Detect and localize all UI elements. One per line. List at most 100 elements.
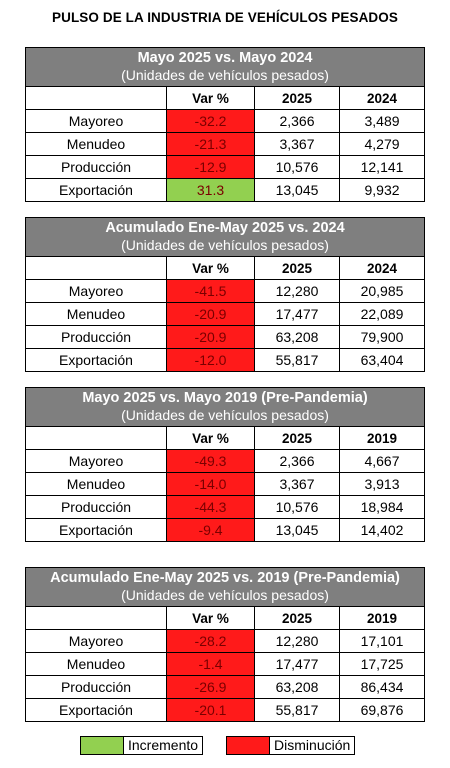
table-header: Mayo 2025 vs. Mayo 2024 (Unidades de veh… [24,47,426,87]
value-cell: 2,366 [254,449,340,473]
table-header: Acumulado Ene-May 2025 vs. 2019 (Pre-Pan… [24,567,426,607]
value-cell: 55,817 [254,348,340,372]
value-cell: 9,932 [338,178,426,202]
value-cell: 3,367 [254,132,340,156]
var-cell: -49.3 [166,449,255,473]
column-header-year-b: 2024 [339,256,425,280]
legend-increase-label: Incremento [124,736,204,755]
value-cell: 17,101 [338,629,426,653]
value-cell: 3,913 [339,472,425,496]
row-label: Menudeo [25,652,167,676]
table-title: Acumulado Ene-May 2025 vs. 2019 (Pre-Pan… [50,570,400,586]
row-label: Exportación [25,348,167,372]
var-cell: 31.3 [166,178,255,202]
value-cell: 17,725 [338,652,426,676]
value-cell: 20,985 [339,279,425,303]
var-cell: -12.0 [166,348,255,372]
row-label: Exportación [25,698,167,722]
row-label: Menudeo [25,472,167,496]
table-row: Menudeo -14.0 3,367 3,913 [25,472,425,496]
row-label: Producción [25,155,167,179]
value-cell: 2,366 [254,109,340,133]
value-cell: 3,489 [338,109,426,133]
row-label: Producción [25,325,167,349]
row-label: Mayoreo [25,109,167,133]
value-cell: 13,045 [254,178,340,202]
table-row: Producción -26.9 63,208 86,434 [25,675,426,699]
column-header-var: Var % [166,426,255,450]
var-cell: -1.4 [166,652,255,676]
table-cumulative-2025-vs-2019: Acumulado Ene-May 2025 vs. 2019 (Pre-Pan… [24,567,426,722]
table-row: Menudeo -20.9 17,477 22,089 [25,302,425,326]
table-row: Producción -12.9 10,576 12,141 [25,155,426,179]
table-row: Mayoreo -28.2 12,280 17,101 [25,629,426,653]
value-cell: 63,208 [254,325,340,349]
table-subtitle: (Unidades de vehículos pesados) [121,67,329,83]
value-cell: 13,045 [254,518,340,542]
value-cell: 63,404 [339,348,425,372]
var-cell: -12.9 [166,155,255,179]
column-header-year-a: 2025 [254,426,340,450]
var-cell: -26.9 [166,675,255,699]
var-cell: -44.3 [166,495,255,519]
table-subtitle: (Unidades de vehículos pesados) [121,237,329,253]
legend: Incremento Disminución [80,736,356,755]
row-label: Producción [25,495,167,519]
table-row: Mayoreo -41.5 12,280 20,985 [25,279,425,303]
legend-increase-swatch [80,736,124,755]
column-header-var: Var % [166,256,255,280]
var-cell: -14.0 [166,472,255,496]
table-row: Exportación -20.1 55,817 69,876 [25,698,426,722]
table-may-2025-vs-2019: Mayo 2025 vs. Mayo 2019 (Pre-Pandemia) (… [25,387,425,542]
column-header-year-b: 2019 [339,426,425,450]
value-cell: 63,208 [254,675,340,699]
var-cell: -41.5 [166,279,255,303]
var-cell: -32.2 [166,109,255,133]
table-title: Acumulado Ene-May 2025 vs. 2024 [105,220,345,236]
value-cell: 55,817 [254,698,340,722]
page-title: PULSO DE LA INDUSTRIA DE VEHÍCULOS PESAD… [52,10,398,25]
table-row: Producción -44.3 10,576 18,984 [25,495,425,519]
row-label: Mayoreo [25,449,167,473]
legend-decrease-swatch [226,736,271,755]
var-cell: -20.1 [166,698,255,722]
value-cell: 12,280 [254,279,340,303]
table-subtitle: (Unidades de vehículos pesados) [121,587,329,603]
row-label: Menudeo [25,132,167,156]
empty-header-cell [25,606,167,630]
value-cell: 22,089 [339,302,425,326]
value-cell: 4,279 [338,132,426,156]
table-may-2025-vs-2024: Mayo 2025 vs. Mayo 2024 (Unidades de veh… [24,47,426,202]
var-cell: -28.2 [166,629,255,653]
table-header: Acumulado Ene-May 2025 vs. 2024 (Unidade… [25,217,425,257]
row-label: Menudeo [25,302,167,326]
value-cell: 17,477 [254,652,340,676]
value-cell: 10,576 [254,495,340,519]
value-cell: 79,900 [339,325,425,349]
table-row: Producción -20.9 63,208 79,900 [25,325,425,349]
table-header: Mayo 2025 vs. Mayo 2019 (Pre-Pandemia) (… [25,387,425,427]
var-cell: -20.9 [166,325,255,349]
value-cell: 12,141 [338,155,426,179]
row-label: Exportación [25,178,167,202]
empty-header-cell [25,86,167,110]
value-cell: 12,280 [254,629,340,653]
table-row: Mayoreo -49.3 2,366 4,667 [25,449,425,473]
table-title: Mayo 2025 vs. Mayo 2024 [137,50,313,66]
table-cumulative-2025-vs-2024: Acumulado Ene-May 2025 vs. 2024 (Unidade… [25,217,425,372]
value-cell: 86,434 [338,675,426,699]
value-cell: 18,984 [339,495,425,519]
empty-header-cell [25,256,167,280]
table-row: Exportación -12.0 55,817 63,404 [25,348,425,372]
value-cell: 69,876 [338,698,426,722]
table-row: Exportación -9.4 13,045 14,402 [25,518,425,542]
table-row: Menudeo -1.4 17,477 17,725 [25,652,426,676]
column-header-var: Var % [166,606,255,630]
column-header-year-b: 2019 [338,606,426,630]
table-row: Menudeo -21.3 3,367 4,279 [25,132,426,156]
var-cell: -21.3 [166,132,255,156]
row-label: Producción [25,675,167,699]
legend-decrease-label: Disminución [270,736,356,755]
column-header-year-a: 2025 [254,86,340,110]
row-label: Mayoreo [25,279,167,303]
